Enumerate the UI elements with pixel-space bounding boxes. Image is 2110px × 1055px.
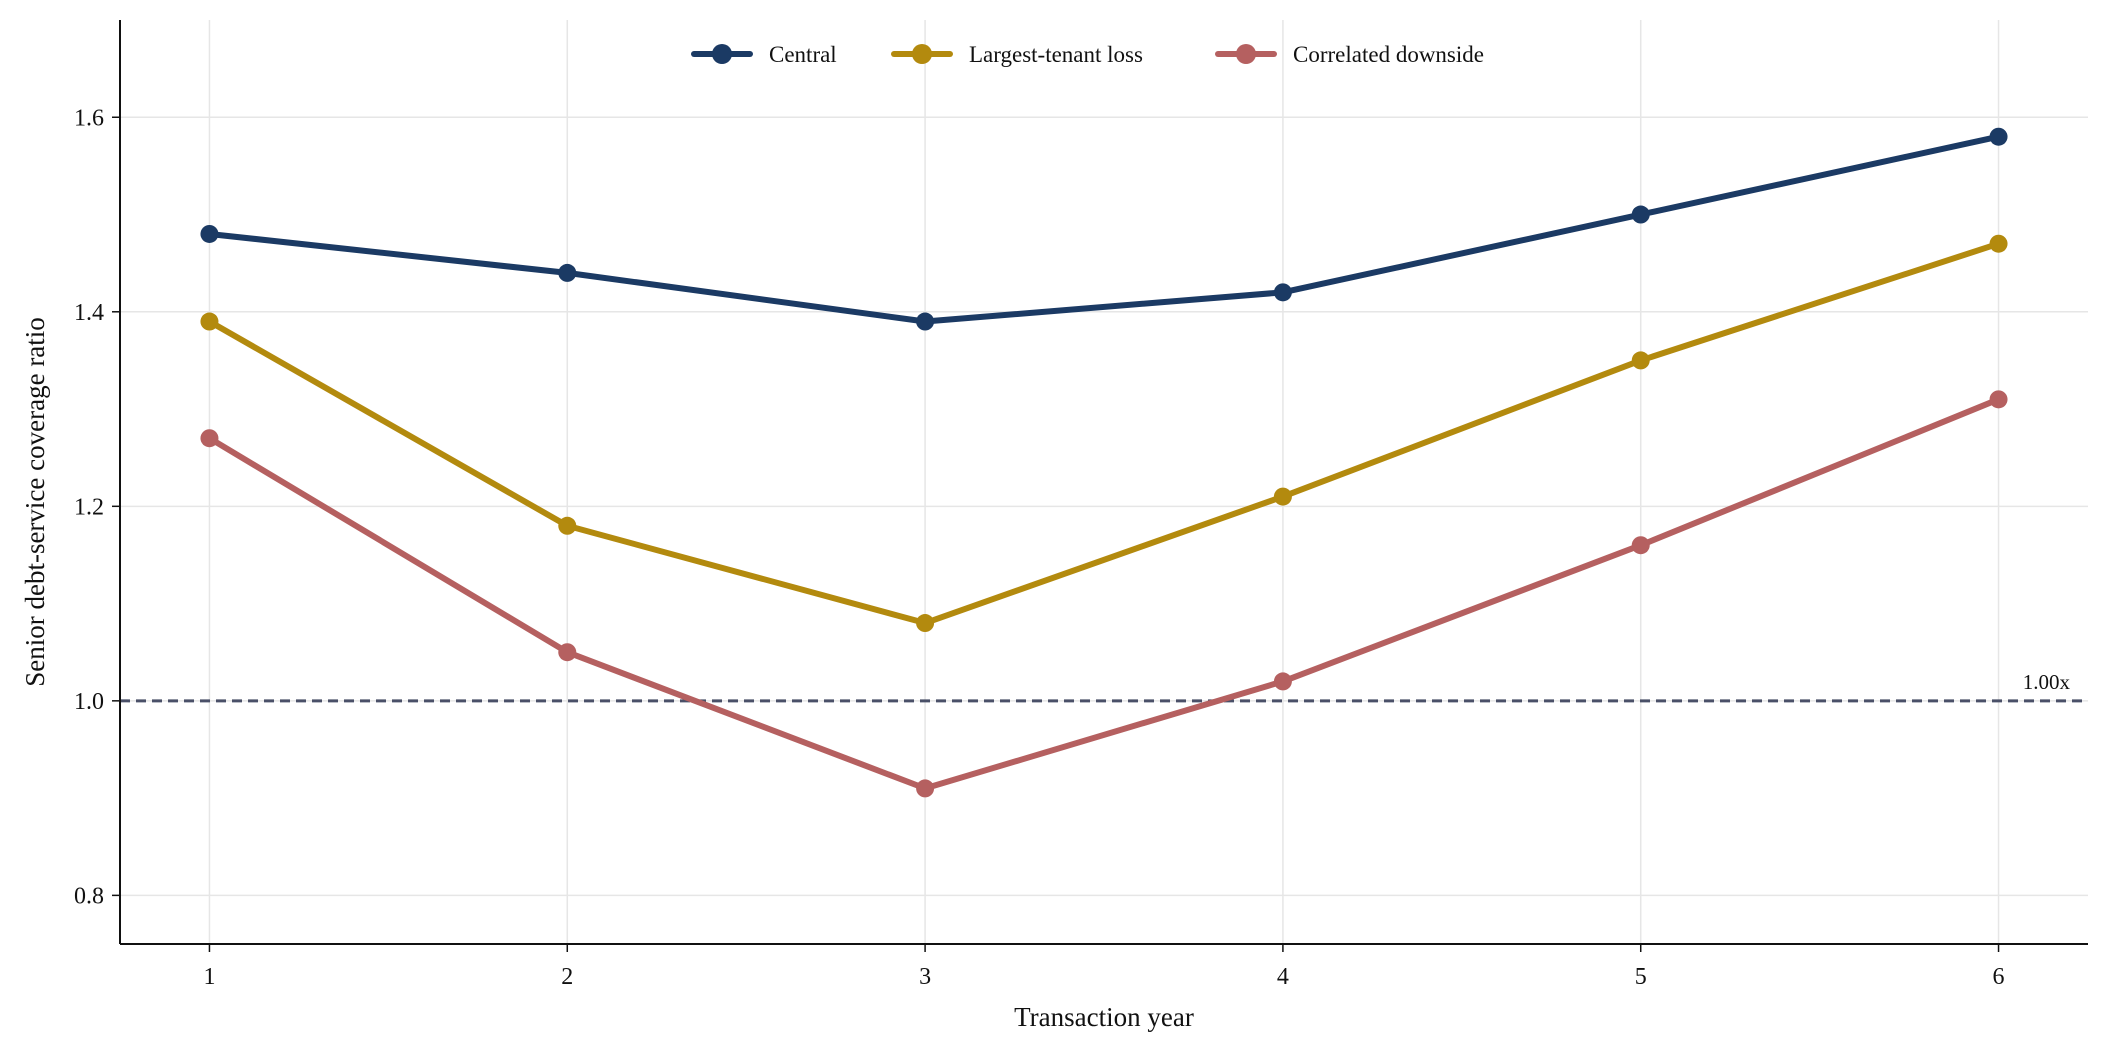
x-tick-label: 3 [919, 964, 931, 990]
x-tick-label: 2 [561, 964, 573, 990]
data-point [558, 516, 577, 535]
data-point [1273, 672, 1292, 691]
data-point [1273, 283, 1292, 302]
y-tick-label: 1.2 [74, 494, 104, 520]
series-line-1 [206, 240, 2002, 627]
series-line-2 [206, 396, 2002, 792]
x-tick-label: 6 [1993, 964, 2005, 990]
grid-lines [120, 20, 2088, 944]
data-point [916, 312, 935, 331]
legend-swatch-marker [712, 44, 732, 64]
y-tick-label: 1.0 [74, 689, 104, 715]
y-tick-label: 1.4 [74, 300, 104, 326]
x-tick-label: 4 [1277, 964, 1289, 990]
y-tick-label: 0.8 [74, 883, 104, 909]
series-group [200, 127, 2008, 798]
y-tick-label: 1.6 [74, 105, 104, 131]
legend: Central Largest-tenant loss Correlated dow… [691, 42, 1484, 67]
axes-group: 1 2 3 4 5 6 0.8 1.0 1.2 1.4 1.6 [74, 20, 2088, 990]
data-point [1989, 127, 2008, 146]
data-point [1273, 487, 1292, 506]
data-point [558, 263, 577, 282]
data-point [1989, 234, 2008, 253]
data-point [200, 224, 219, 243]
reference-line-label: 1.00x [2023, 670, 2071, 694]
x-axis-label: Transaction year [1014, 1002, 1194, 1032]
data-point [916, 614, 935, 633]
data-point [1989, 390, 2008, 409]
legend-label: Correlated downside [1293, 42, 1484, 67]
data-point [916, 779, 935, 798]
legend-swatch-marker [912, 44, 932, 64]
data-point [200, 429, 219, 448]
y-axis-label: Senior debt-service coverage ratio [20, 317, 50, 687]
legend-item: Largest-tenant loss [891, 42, 1143, 67]
data-point [558, 643, 577, 662]
x-tick-label: 5 [1635, 964, 1647, 990]
data-point [200, 312, 219, 331]
legend-item: Correlated downside [1215, 42, 1484, 67]
series-line-0 [206, 133, 2002, 325]
legend-swatch-marker [1236, 44, 1256, 64]
data-point [1631, 205, 1650, 224]
data-point [1631, 351, 1650, 370]
x-tick-label: 1 [203, 964, 215, 990]
legend-item: Central [691, 42, 837, 67]
legend-label: Central [769, 42, 837, 67]
reference-line-group: 1.00x [120, 670, 2088, 703]
legend-label: Largest-tenant loss [969, 42, 1143, 67]
data-point [1631, 536, 1650, 555]
